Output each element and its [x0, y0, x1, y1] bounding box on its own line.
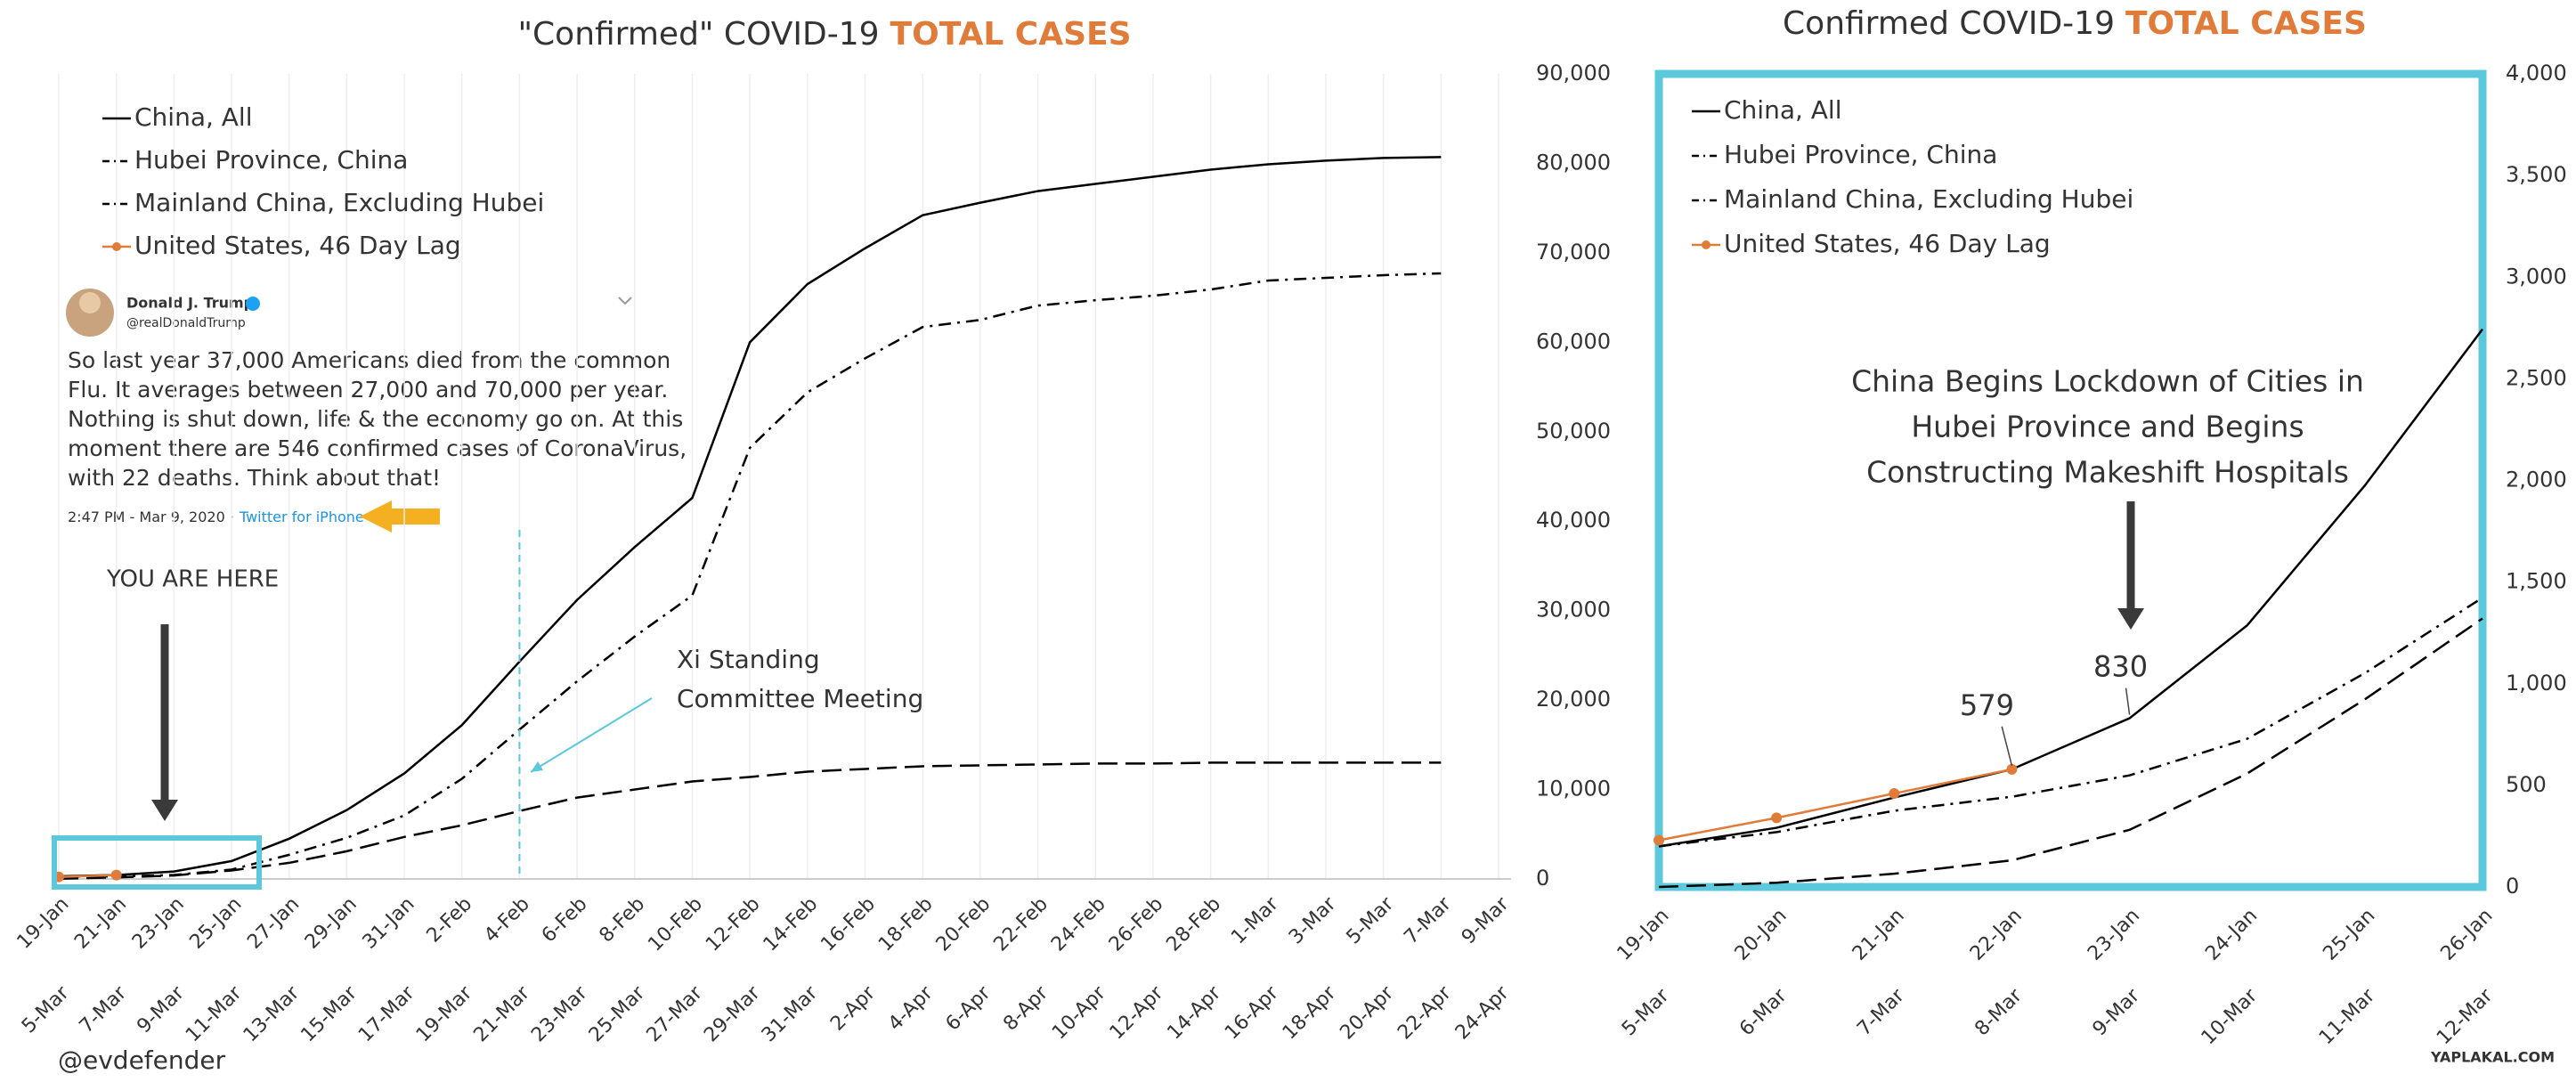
series-line [1658, 617, 2483, 889]
title-emphasis: TOTAL CASES [2125, 5, 2367, 42]
annotation-arrow-head [531, 761, 543, 772]
series-line [58, 874, 117, 878]
legend-label: Hubei Province, China [1724, 140, 1997, 169]
legend-label: Mainland China, Excluding Hubei [1724, 184, 2133, 214]
tweet-line: Flu. It averages between 27,000 and 70,0… [68, 377, 668, 403]
y-tick-label: 0 [2506, 874, 2519, 899]
chart-title: Confirmed COVID-19 TOTAL CASES [1783, 5, 2367, 42]
tweet-time: 2:47 PM - Mar 9, 2020 · [68, 508, 234, 525]
tweet-name: Donald J. Trump [126, 295, 254, 312]
label-leader [2125, 687, 2131, 715]
data-label: 830 [2093, 650, 2148, 684]
legend-marker [112, 242, 121, 251]
tweet-handle: @realDonaldTrump [126, 316, 246, 330]
annotation: Constructing Makeshift Hospitals [1866, 455, 2349, 490]
marker [1889, 788, 1900, 800]
series-line [1658, 597, 2483, 848]
y-tick-label: 80,000 [1536, 150, 1611, 175]
tweet-text: So last year 37,000 Americans died from … [68, 347, 687, 491]
legend-label: Mainland China, Excluding Hubei [134, 188, 544, 217]
chevron [618, 297, 632, 305]
tweet-line: So last year 37,000 Americans died from … [68, 347, 670, 373]
series-line [1658, 768, 2012, 842]
y-tick-label: 90,000 [1536, 61, 1611, 85]
legend-marker [1702, 240, 1711, 249]
data-label: 579 [1960, 688, 2014, 722]
verified-badge [246, 297, 260, 311]
y-tick-label: 70,000 [1536, 240, 1611, 264]
y-tick-label: 3,000 [2506, 264, 2567, 289]
y-tick-label: 500 [2506, 772, 2547, 797]
series-line [58, 761, 1442, 880]
series-line [58, 156, 1442, 878]
avatar-face [79, 292, 101, 313]
credit: @evdefender [58, 1045, 226, 1075]
tweet-source: Twitter for iPhone [239, 508, 364, 525]
y-tick-label: 2,000 [2506, 468, 2567, 492]
annotation: Hubei Province and Begins [1911, 410, 2304, 444]
y-tick-label: 0 [1536, 866, 1549, 891]
marker [1654, 834, 1664, 846]
y-tick-label: 30,000 [1536, 598, 1611, 622]
pointer-arrow [360, 500, 440, 533]
tweet-line: Nothing is shut down, life & the economy… [68, 406, 683, 432]
annotation: Xi Standing [677, 645, 820, 674]
legend-label: Hubei Province, China [134, 145, 408, 175]
marker [2006, 763, 2018, 775]
y-tick-label: 3,500 [2506, 162, 2567, 187]
arrow-head [2117, 608, 2144, 630]
legend-label: United States, 46 Day Lag [134, 231, 461, 260]
annotation: China Begins Lockdown of Cities in [1851, 364, 2364, 399]
tweet-line: moment there are 546 confirmed cases of … [68, 435, 687, 461]
highlight-box [52, 835, 262, 890]
y-tick-label: 4,000 [2506, 61, 2567, 85]
y-tick-label: 60,000 [1536, 329, 1611, 354]
title-text: Confirmed COVID-19 [1783, 5, 2115, 42]
legend-label: United States, 46 Day Lag [1724, 229, 2051, 258]
title-emphasis: TOTAL CASES [890, 16, 1132, 53]
marker [1771, 812, 1783, 824]
y-tick-label: 1,500 [2506, 569, 2567, 594]
tweet: Donald J. Trump @realDonaldTrump So last… [66, 289, 687, 533]
series-line [59, 272, 1442, 878]
y-tick-label: 1,000 [2506, 671, 2567, 696]
annotation: Committee Meeting [677, 684, 923, 713]
label-leader [2001, 726, 2013, 767]
legend-label: China, All [1724, 95, 1842, 125]
arrow-head [151, 800, 178, 821]
series-line [1658, 328, 2483, 848]
y-tick-label: 20,000 [1536, 687, 1611, 712]
tweet-meta: 2:47 PM - Mar 9, 2020 · Twitter for iPhon… [68, 508, 364, 525]
chart-title: "Confirmed" COVID-19 TOTAL CASES [517, 16, 1131, 53]
y-tick-label: 50,000 [1536, 419, 1611, 443]
marker [110, 869, 122, 881]
annotation: YOU ARE HERE [106, 566, 279, 593]
y-tick-label: 40,000 [1536, 508, 1611, 533]
y-tick-label: 10,000 [1536, 777, 1611, 801]
tweet-line: with 22 deaths. Think about that! [68, 465, 441, 491]
plot-frame [1654, 69, 2487, 891]
title-text: "Confirmed" COVID-19 [517, 16, 879, 53]
annotation-arrow [530, 697, 653, 773]
legend-label: China, All [134, 102, 253, 132]
y-tick-label: 2,500 [2506, 365, 2567, 390]
watermark: YAPLAKAL.COM [2430, 1049, 2555, 1066]
